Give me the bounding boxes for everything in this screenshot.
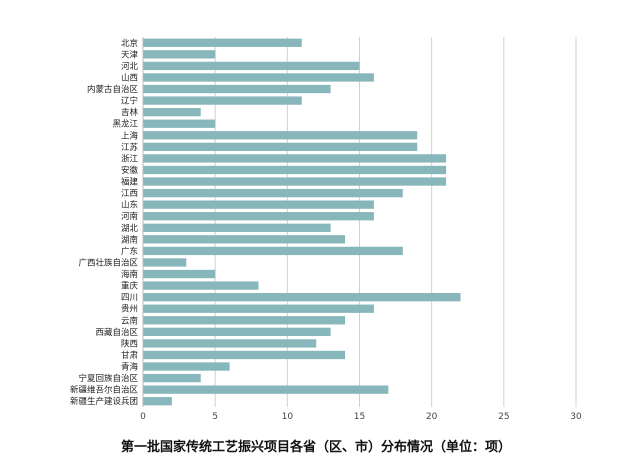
bar <box>143 223 331 232</box>
category-label: 浙江 <box>121 153 139 164</box>
category-label: 山西 <box>121 72 138 83</box>
bar <box>143 188 403 198</box>
bar <box>143 212 374 221</box>
bar <box>143 73 374 82</box>
category-label: 福建 <box>121 177 139 188</box>
bar <box>143 107 201 117</box>
category-label: 贵州 <box>121 304 138 315</box>
category-label: 江西 <box>121 189 138 199</box>
category-label: 广东 <box>121 246 138 257</box>
bar <box>143 269 216 279</box>
category-label: 天津 <box>121 49 139 60</box>
x-tick-label: 25 <box>498 412 509 422</box>
category-label: 吉林 <box>121 107 139 118</box>
category-label: 西藏自治区 <box>95 327 138 338</box>
category-labels: 北京天津河北山西内蒙古自治区辽宁吉林黑龙江上海江苏浙江安徽福建江西山东河南湖北湖… <box>70 38 139 407</box>
x-tick-label: 5 <box>212 412 218 422</box>
category-label: 重庆 <box>121 281 139 292</box>
bar <box>143 362 230 371</box>
bar <box>143 50 216 59</box>
category-label: 北京 <box>121 38 138 49</box>
chart-title: 第一批国家传统工艺振兴项目各省（区、市）分布情况（单位：项） <box>120 440 511 455</box>
bar <box>143 142 418 152</box>
bar <box>143 96 302 105</box>
category-label: 黑龙江 <box>112 119 138 130</box>
bar <box>143 327 331 337</box>
category-label: 辽宁 <box>121 96 138 107</box>
bar <box>143 292 461 302</box>
bar <box>143 119 216 128</box>
category-label: 青海 <box>121 362 139 373</box>
category-label: 湖北 <box>121 224 139 234</box>
bar <box>143 235 346 244</box>
category-label: 陕西 <box>121 338 138 349</box>
category-label: 江苏 <box>121 142 139 153</box>
bar <box>143 246 403 256</box>
category-label: 山东 <box>121 200 138 211</box>
bar <box>143 397 172 406</box>
category-label: 四川 <box>121 293 138 303</box>
bar <box>143 38 302 47</box>
bar <box>143 84 331 94</box>
bar <box>143 304 374 313</box>
bar <box>143 281 259 290</box>
x-tick-label: 30 <box>570 412 582 422</box>
category-label: 新疆维吾尔自治区 <box>70 385 139 396</box>
bar <box>143 316 346 325</box>
x-tick-label: 15 <box>354 412 365 422</box>
bar <box>143 373 201 383</box>
x-tick-label: 20 <box>426 412 438 422</box>
bar <box>143 350 346 360</box>
category-label: 海南 <box>121 269 138 280</box>
category-label: 河北 <box>121 61 139 72</box>
category-label: 湖南 <box>121 234 138 245</box>
x-tick-label: 10 <box>282 412 294 422</box>
bar <box>143 177 447 186</box>
bar <box>143 200 374 209</box>
bar <box>143 339 317 348</box>
category-label: 河南 <box>121 211 138 222</box>
bar <box>143 154 447 163</box>
bars <box>143 38 461 406</box>
category-label: 广西壮族自治区 <box>78 257 138 268</box>
bar <box>143 131 418 140</box>
category-label: 安徽 <box>121 165 139 176</box>
bar <box>143 385 389 394</box>
category-label: 上海 <box>121 130 139 141</box>
x-tick-label: 0 <box>140 412 146 422</box>
category-label: 宁夏回族自治区 <box>78 373 138 384</box>
category-label: 新疆生产建设兵团 <box>70 396 138 407</box>
bar <box>143 165 447 175</box>
x-tick-labels: 0 5 10 15 20 25 30 <box>140 412 582 422</box>
category-label: 云南 <box>121 315 138 326</box>
bar <box>143 61 360 71</box>
bar <box>143 258 187 267</box>
category-label: 内蒙古自治区 <box>87 84 139 95</box>
category-label: 甘肃 <box>121 350 139 361</box>
